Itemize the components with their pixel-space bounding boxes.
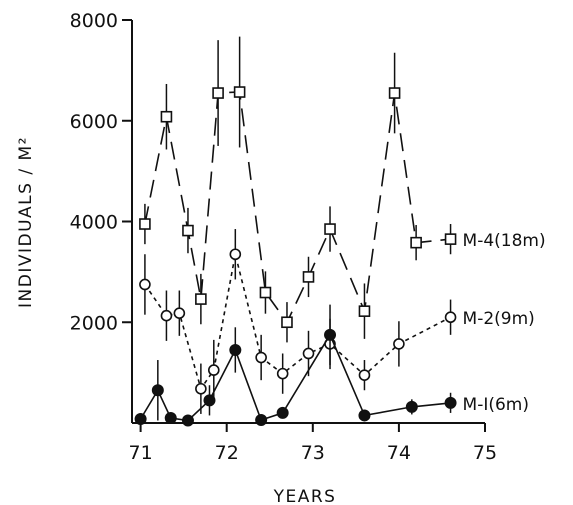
data-point bbox=[134, 412, 147, 425]
chart-series: M-4(18m) M-2(9m) M-I(6m) bbox=[134, 36, 546, 427]
y-tick-label: 6000 bbox=[70, 111, 118, 133]
data-point bbox=[358, 409, 371, 422]
series-label: M-I(6m) bbox=[463, 395, 529, 415]
data-point bbox=[212, 87, 224, 99]
data-point bbox=[276, 406, 289, 419]
chart-axes: 2000 4000 6000 8000 71 72 73 74 75 bbox=[70, 10, 497, 464]
data-point bbox=[139, 278, 151, 291]
y-axis-title: INDIVIDUALS / M² bbox=[16, 136, 36, 308]
x-tick-label: 72 bbox=[215, 442, 239, 464]
data-point bbox=[358, 369, 371, 381]
y-tick-label: 2000 bbox=[70, 312, 118, 334]
data-point bbox=[195, 293, 207, 305]
data-point bbox=[195, 382, 207, 395]
data-point bbox=[207, 364, 220, 376]
x-axis-title: YEARS bbox=[273, 487, 337, 505]
data-point bbox=[410, 236, 422, 249]
data-point bbox=[182, 224, 194, 237]
data-point bbox=[139, 218, 151, 230]
y-tick-label: 8000 bbox=[70, 10, 118, 32]
data-point bbox=[229, 343, 242, 356]
series-label: M-2(9m) bbox=[463, 309, 535, 329]
data-point bbox=[324, 223, 336, 235]
series-line bbox=[144, 91, 451, 324]
data-point bbox=[281, 316, 293, 329]
series-label: M-4(18m) bbox=[463, 231, 546, 251]
data-point bbox=[405, 400, 418, 413]
x-tick-label: 74 bbox=[387, 442, 411, 464]
data-point bbox=[203, 394, 216, 407]
data-point bbox=[173, 307, 186, 319]
data-point bbox=[444, 311, 457, 324]
x-tick-label: 71 bbox=[129, 442, 153, 464]
series-2: M-2(9m) bbox=[139, 229, 535, 414]
data-point bbox=[276, 367, 289, 380]
data-point bbox=[160, 110, 173, 123]
data-point bbox=[393, 338, 405, 350]
data-point bbox=[302, 271, 315, 283]
data-point bbox=[444, 396, 457, 409]
series-line bbox=[139, 333, 451, 422]
data-point bbox=[255, 351, 267, 364]
x-tick-label: 73 bbox=[301, 442, 325, 464]
series-3: M-I(6m) bbox=[134, 304, 529, 427]
y-tick-label: 4000 bbox=[70, 212, 118, 234]
data-point bbox=[229, 248, 242, 261]
data-point bbox=[255, 413, 268, 426]
data-point bbox=[444, 233, 457, 245]
data-point bbox=[302, 347, 315, 360]
data-point bbox=[164, 411, 177, 424]
series-line bbox=[144, 254, 451, 391]
data-point bbox=[233, 86, 246, 98]
data-point bbox=[324, 328, 337, 341]
series-1: M-4(18m) bbox=[139, 36, 546, 343]
data-point bbox=[358, 305, 371, 317]
data-point bbox=[151, 384, 164, 397]
data-point bbox=[388, 87, 401, 99]
data-point bbox=[259, 286, 272, 299]
data-point bbox=[181, 414, 194, 427]
data-point bbox=[160, 309, 173, 322]
x-tick-label: 75 bbox=[473, 442, 497, 464]
